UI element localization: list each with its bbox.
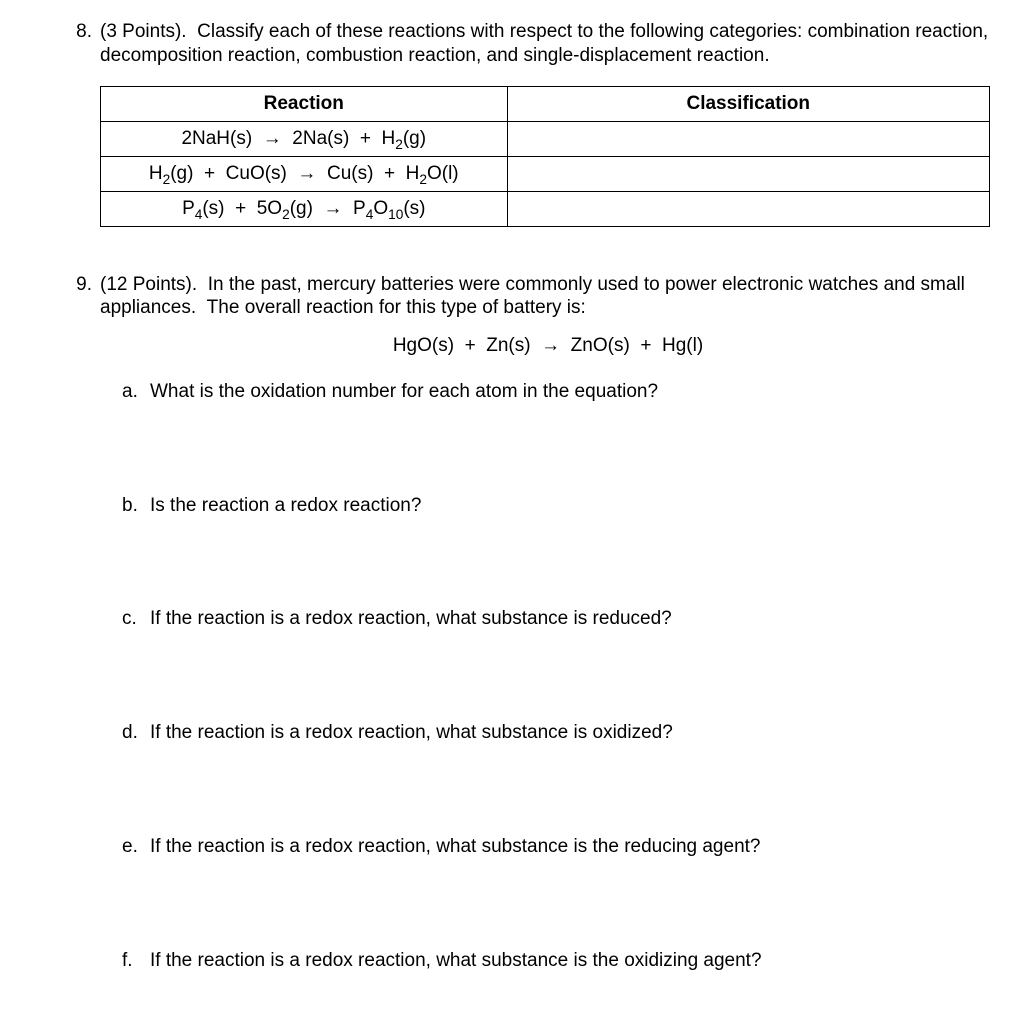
subpart-letter: f. xyxy=(122,949,150,973)
subpart-letter: e. xyxy=(122,835,150,859)
subpart-text: If the reaction is a redox reaction, wha… xyxy=(150,835,760,859)
table-row: P4(s) + 5O2(g) → P4O10(s) xyxy=(101,191,990,226)
question-prompt: (3 Points). Classify each of these react… xyxy=(100,20,996,68)
subpart-a: a. What is the oxidation number for each… xyxy=(100,380,996,404)
subpart-b: b. Is the reaction a redox reaction? xyxy=(100,494,996,518)
question-body: (12 Points). In the past, mercury batter… xyxy=(100,273,996,973)
question-number: 8. xyxy=(60,20,100,253)
subpart-text: What is the oxidation number for each at… xyxy=(150,380,658,404)
question-number: 9. xyxy=(60,273,100,973)
subpart-letter: c. xyxy=(122,607,150,631)
header-reaction: Reaction xyxy=(101,86,508,121)
table-header-row: Reaction Classification xyxy=(101,86,990,121)
question-8: 8. (3 Points). Classify each of these re… xyxy=(60,20,996,253)
subpart-text: Is the reaction a redox reaction? xyxy=(150,494,421,518)
subpart-letter: b. xyxy=(122,494,150,518)
subpart-d: d. If the reaction is a redox reaction, … xyxy=(100,721,996,745)
subpart-text: If the reaction is a redox reaction, wha… xyxy=(150,949,762,973)
subpart-c: c. If the reaction is a redox reaction, … xyxy=(100,607,996,631)
subpart-f: f. If the reaction is a redox reaction, … xyxy=(100,949,996,973)
subpart-e: e. If the reaction is a redox reaction, … xyxy=(100,835,996,859)
table-row: H2(g) + CuO(s) → Cu(s) + H2O(l) xyxy=(101,156,990,191)
reaction-cell: 2NaH(s) → 2Na(s) + H2(g) xyxy=(101,121,508,156)
subpart-text: If the reaction is a redox reaction, wha… xyxy=(150,721,673,745)
reaction-cell: P4(s) + 5O2(g) → P4O10(s) xyxy=(101,191,508,226)
subparts: a. What is the oxidation number for each… xyxy=(100,380,996,973)
question-body: (3 Points). Classify each of these react… xyxy=(100,20,996,253)
header-classification: Classification xyxy=(507,86,989,121)
table-row: 2NaH(s) → 2Na(s) + H2(g) xyxy=(101,121,990,156)
reaction-equation: HgO(s) + Zn(s) → ZnO(s) + Hg(l) xyxy=(100,334,996,358)
subpart-letter: a. xyxy=(122,380,150,404)
question-prompt: (12 Points). In the past, mercury batter… xyxy=(100,273,996,321)
reaction-cell: H2(g) + CuO(s) → Cu(s) + H2O(l) xyxy=(101,156,508,191)
classification-cell xyxy=(507,121,989,156)
subpart-letter: d. xyxy=(122,721,150,745)
classification-cell xyxy=(507,191,989,226)
subpart-text: If the reaction is a redox reaction, wha… xyxy=(150,607,672,631)
question-9: 9. (12 Points). In the past, mercury bat… xyxy=(60,273,996,973)
reactions-table: Reaction Classification 2NaH(s) → 2Na(s)… xyxy=(100,86,990,227)
classification-cell xyxy=(507,156,989,191)
